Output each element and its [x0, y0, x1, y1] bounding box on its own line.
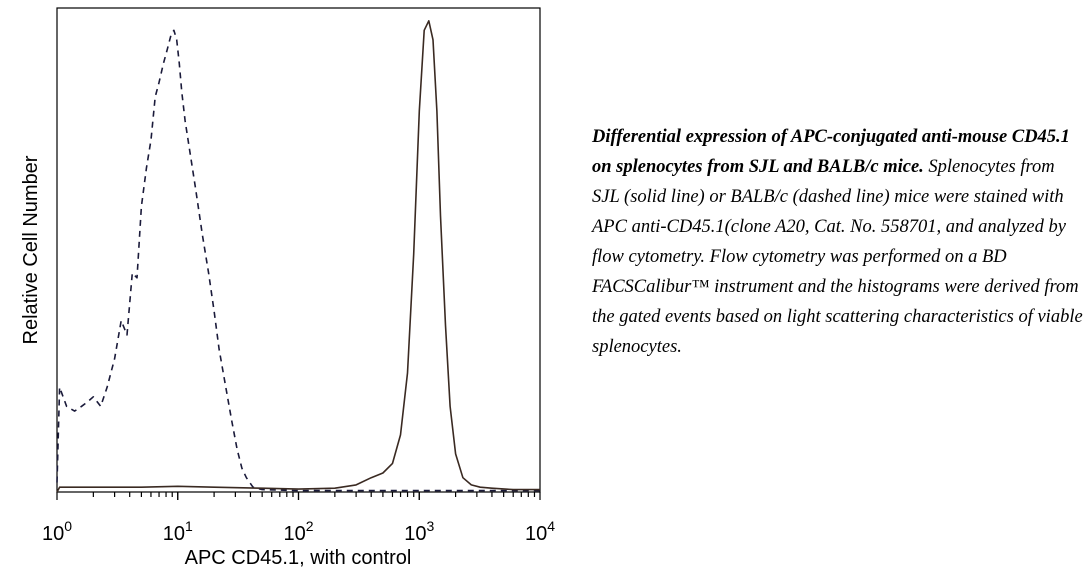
x-tick-label: 102 [283, 518, 313, 545]
x-tick-label: 104 [525, 518, 555, 545]
axes [56, 7, 541, 500]
y-axis-label: Relative Cell Number [20, 155, 42, 344]
caption-title: Differential expression of APC-conjugate… [592, 127, 1070, 177]
x-tick-label: 101 [163, 518, 193, 545]
x-tick-label: 100 [42, 518, 72, 545]
x-axis-label: APC CD45.1, with control [185, 547, 412, 569]
tick-labels: 100 101 102 103 104 [42, 518, 555, 545]
series-line-solid [56, 19, 540, 493]
series-line-dashed [56, 29, 540, 492]
figure-caption: Differential expression of APC-conjugate… [592, 122, 1086, 362]
plot-frame [56, 7, 541, 493]
histogram-chart: 100 101 102 103 104 APC CD45.1, with control… [20, 7, 555, 569]
caption-body: Splenocytes from SJL (solid line) or BAL… [592, 157, 1083, 357]
x-tick-label: 103 [404, 518, 434, 545]
series-layer [56, 19, 540, 493]
